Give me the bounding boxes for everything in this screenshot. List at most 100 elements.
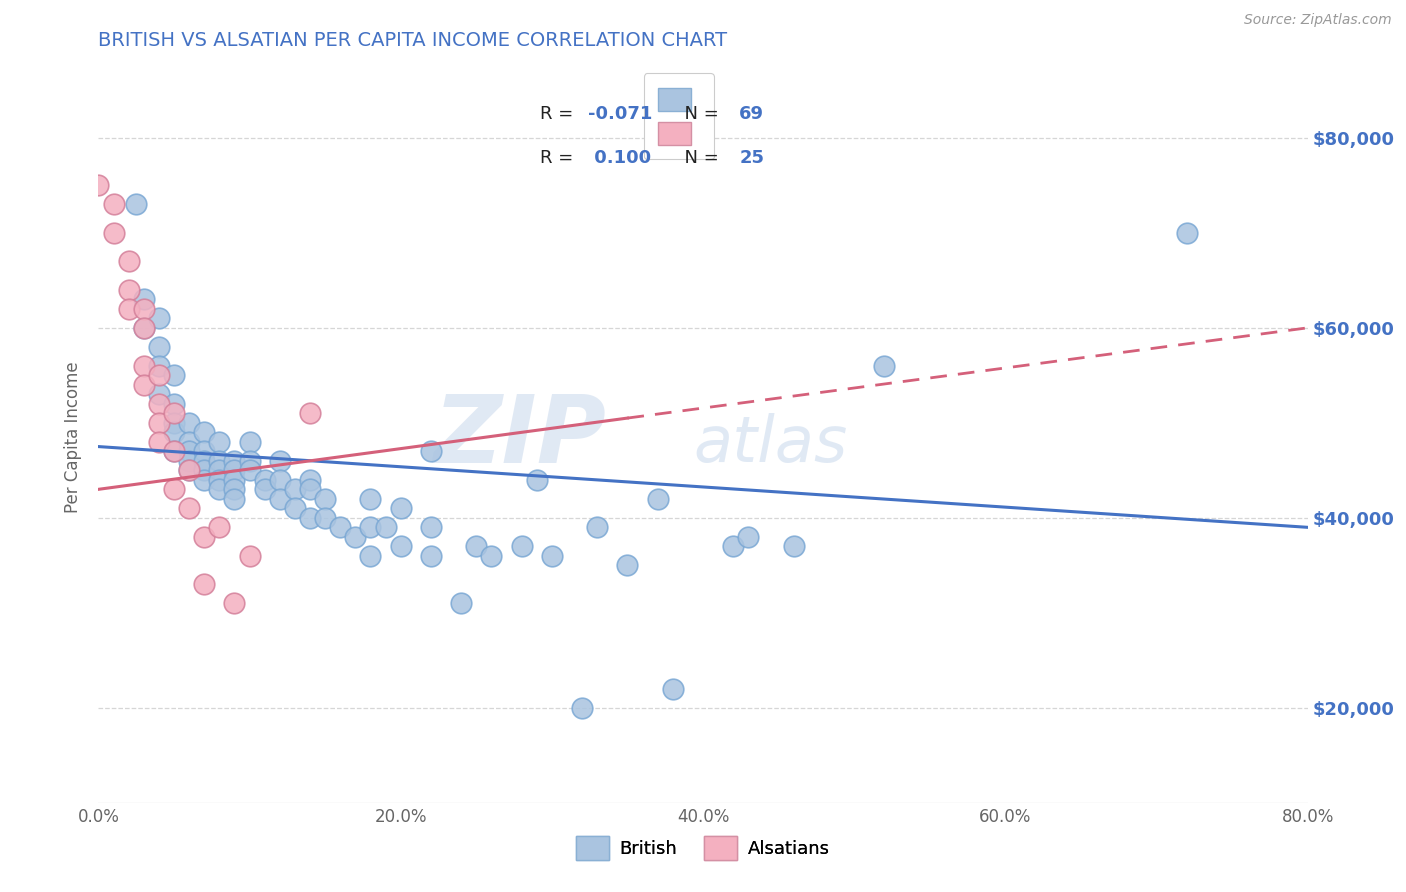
Text: R =: R =: [540, 105, 579, 123]
Point: [374, 520, 396, 534]
Point: [420, 520, 443, 534]
Point: [148, 416, 170, 430]
Point: [103, 197, 125, 211]
Point: [148, 397, 170, 411]
Point: [179, 434, 201, 449]
Point: [208, 454, 231, 468]
Point: [148, 434, 170, 449]
Point: [299, 473, 322, 487]
Text: N =: N =: [672, 105, 724, 123]
Point: [132, 321, 155, 335]
Text: 25: 25: [740, 149, 765, 167]
Point: [723, 539, 745, 553]
Point: [873, 359, 896, 373]
Point: [193, 454, 215, 468]
Point: [1175, 226, 1198, 240]
Text: R =: R =: [540, 149, 579, 167]
Point: [269, 473, 291, 487]
Point: [239, 454, 262, 468]
Point: [148, 311, 170, 326]
Point: [299, 511, 322, 525]
Text: 69: 69: [740, 105, 765, 123]
Point: [163, 444, 186, 458]
Point: [193, 425, 215, 440]
Point: [148, 387, 170, 401]
Point: [193, 463, 215, 477]
Point: [314, 491, 336, 506]
Point: [299, 406, 322, 420]
Point: [118, 283, 141, 297]
Point: [224, 596, 246, 610]
Point: [163, 397, 186, 411]
Point: [420, 549, 443, 563]
Point: [163, 416, 186, 430]
Point: [118, 301, 141, 316]
Point: [118, 254, 141, 268]
Point: [224, 463, 246, 477]
Point: [465, 539, 488, 553]
Point: [132, 359, 155, 373]
Point: [239, 434, 262, 449]
Text: atlas: atlas: [693, 413, 848, 475]
Point: [510, 539, 533, 553]
Point: [239, 463, 262, 477]
Point: [360, 549, 382, 563]
Point: [163, 483, 186, 497]
Point: [163, 444, 186, 458]
Point: [269, 491, 291, 506]
Legend: British, Alsatians: British, Alsatians: [569, 830, 837, 867]
Text: ZIP: ZIP: [433, 391, 606, 483]
Point: [481, 549, 503, 563]
Point: [389, 539, 412, 553]
Point: [616, 558, 638, 573]
Point: [163, 406, 186, 420]
Point: [193, 530, 215, 544]
Point: [329, 520, 352, 534]
Point: [103, 226, 125, 240]
Point: [179, 463, 201, 477]
Point: [208, 463, 231, 477]
Point: [299, 483, 322, 497]
Point: [179, 463, 201, 477]
Point: [208, 520, 231, 534]
Point: [389, 501, 412, 516]
Point: [224, 491, 246, 506]
Point: [208, 434, 231, 449]
Point: [148, 368, 170, 383]
Point: [132, 301, 155, 316]
Point: [540, 549, 562, 563]
Point: [450, 596, 472, 610]
Point: [737, 530, 759, 544]
Point: [783, 539, 806, 553]
Point: [253, 483, 276, 497]
Point: [208, 483, 231, 497]
Point: [148, 340, 170, 354]
Point: [179, 444, 201, 458]
Point: [179, 501, 201, 516]
Point: [208, 473, 231, 487]
Y-axis label: Per Capita Income: Per Capita Income: [65, 361, 83, 513]
Point: [284, 483, 307, 497]
Point: [87, 178, 110, 193]
Point: [661, 681, 683, 696]
Point: [360, 491, 382, 506]
Text: Source: ZipAtlas.com: Source: ZipAtlas.com: [1244, 13, 1392, 28]
Point: [647, 491, 669, 506]
Point: [193, 577, 215, 591]
Text: N =: N =: [672, 149, 724, 167]
Point: [132, 377, 155, 392]
Point: [193, 444, 215, 458]
Point: [132, 321, 155, 335]
Point: [571, 701, 593, 715]
Point: [344, 530, 367, 544]
Point: [526, 473, 548, 487]
Point: [179, 454, 201, 468]
Point: [163, 368, 186, 383]
Point: [179, 416, 201, 430]
Point: [163, 425, 186, 440]
Point: [224, 473, 246, 487]
Point: [125, 197, 148, 211]
Point: [148, 359, 170, 373]
Point: [253, 473, 276, 487]
Point: [360, 520, 382, 534]
